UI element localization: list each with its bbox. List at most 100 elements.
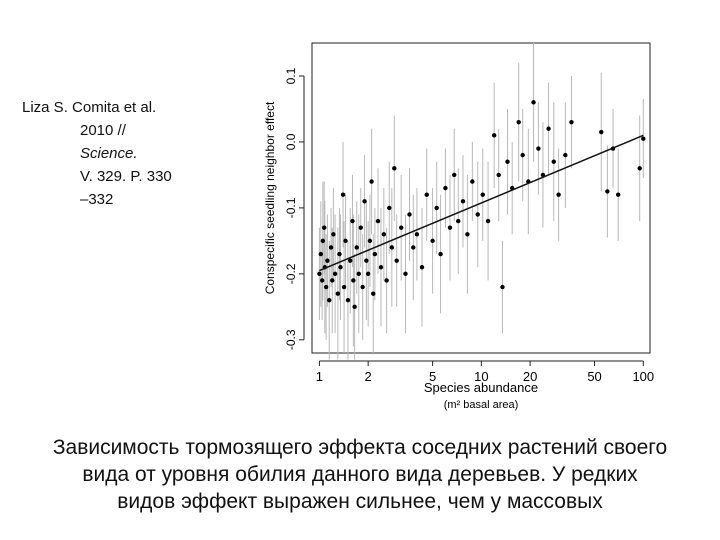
y-tick-label: 0.0 [284, 133, 298, 150]
data-point [319, 278, 325, 283]
data-point [403, 271, 408, 277]
caption-line-1: Зависимость тормозящего эффекта соседних… [52, 436, 668, 459]
data-point [371, 291, 376, 296]
data-point [551, 159, 556, 164]
x-axis-label: Species abundance [424, 380, 538, 395]
data-point [351, 278, 356, 283]
data-point [536, 146, 541, 151]
data-point [485, 218, 491, 224]
citation-journal: Science. [80, 145, 138, 162]
data-point [317, 271, 322, 277]
data-point [641, 136, 646, 141]
x-tick-label: 10 [474, 369, 488, 384]
data-point [434, 205, 439, 211]
trend-line [319, 134, 644, 272]
data-point [360, 284, 365, 290]
data-point [470, 179, 475, 184]
data-point [321, 225, 327, 230]
data-point [556, 192, 561, 197]
data-point [430, 238, 435, 244]
data-point [452, 172, 457, 178]
data-point [563, 152, 568, 158]
data-point [500, 284, 505, 290]
data-point [338, 265, 343, 270]
data-point [358, 225, 363, 230]
data-point [399, 225, 404, 230]
data-point [343, 238, 348, 244]
data-point [354, 245, 359, 250]
data-point [372, 251, 378, 257]
data-point [392, 166, 397, 171]
data-point [332, 271, 338, 277]
data-point [637, 166, 642, 171]
x-tick-label: 5 [429, 369, 436, 384]
data-point [460, 199, 466, 204]
y-tick-label: -0.2 [284, 263, 298, 284]
data-point [447, 225, 453, 230]
data-point [340, 192, 346, 197]
data-point [599, 129, 604, 135]
scatter-chart: 1 2 5 10 20 50 100 -0.3 -0.2 -0.1 0.0 0.1 Species … [263, 42, 654, 411]
data-point [362, 199, 367, 204]
y-tick-label: 0.1 [284, 67, 298, 84]
caption: Зависимость тормозящего эффекта соседних… [0, 434, 720, 515]
citation-volume: V. 329. P. 330 [80, 168, 172, 185]
data-point [367, 238, 373, 244]
data-point [350, 218, 355, 224]
caption-line-3: видов эффект выражен сильнее, чем у масс… [117, 490, 603, 513]
data-point [327, 298, 332, 303]
data-point [365, 271, 371, 277]
data-point [352, 304, 357, 310]
data-point [331, 232, 336, 237]
data-point [384, 278, 389, 283]
citation: Liza S. Comita et al. 2010 // Science. V… [22, 96, 172, 211]
x-tick-label: 20 [523, 369, 537, 384]
data-point [505, 159, 510, 164]
caption-line-2: вида от уровня обилия данного вида дерев… [82, 463, 638, 486]
data-point [520, 152, 525, 158]
data-point [475, 212, 480, 217]
data-point [378, 265, 384, 270]
data-point [407, 212, 412, 217]
data-point [605, 189, 610, 194]
data-point [389, 245, 395, 250]
data-point [546, 126, 551, 131]
y-axis: -0.3 -0.2 -0.1 0.0 0.1 [284, 67, 305, 350]
data-point [330, 278, 335, 283]
data-point [325, 258, 330, 263]
data-point [424, 192, 429, 197]
data-point [516, 119, 521, 125]
data-point [414, 232, 420, 237]
data-point [443, 185, 448, 191]
data-point [381, 232, 387, 237]
data-point [369, 179, 374, 184]
data-point [456, 218, 461, 224]
data-point [341, 284, 347, 290]
data-point [337, 251, 342, 257]
citation-year: 2010 // [80, 122, 126, 139]
x-tick-label: 1 [316, 369, 323, 384]
data-point [348, 258, 353, 263]
data-point [356, 271, 361, 277]
data-point [394, 258, 399, 263]
data-point [335, 291, 341, 296]
y-tick-label: -0.1 [284, 197, 298, 218]
data-point [491, 133, 497, 138]
data-point [320, 238, 326, 244]
error-bars [318, 43, 644, 360]
x-axis: 1 2 5 10 20 50 100 [316, 360, 654, 384]
data-point [318, 251, 324, 257]
data-point [323, 284, 329, 290]
y-axis-label: Conspecific seedling neighbor effect [263, 101, 277, 294]
data-point [480, 192, 485, 197]
data-point [569, 119, 574, 125]
citation-authors: Liza S. Comita et al. [22, 99, 157, 116]
data-point [531, 100, 536, 105]
data-point [345, 298, 351, 303]
data-point [419, 265, 425, 270]
x-axis-sublabel: (m² basal area) [444, 399, 519, 411]
data-point [375, 218, 381, 224]
data-point [328, 245, 334, 250]
data-point [387, 205, 392, 211]
data-point [364, 258, 369, 263]
